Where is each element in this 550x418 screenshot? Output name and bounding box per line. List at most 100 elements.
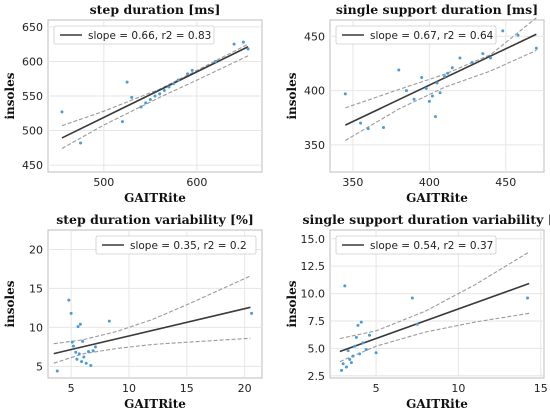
data-point	[470, 60, 474, 64]
x-tick-label: 350	[342, 176, 363, 189]
x-tick-label: 600	[186, 176, 207, 189]
data-point	[450, 66, 454, 70]
data-point	[107, 319, 111, 323]
x-axis-label: GAITRite	[124, 397, 186, 411]
y-tick-label: 400	[304, 85, 325, 98]
y-tick-label: 350	[304, 139, 325, 152]
regression-line	[53, 306, 251, 355]
data-point	[343, 92, 347, 96]
data-point	[501, 29, 505, 33]
data-point	[176, 78, 180, 82]
y-tick-label: 2.5	[308, 370, 326, 383]
y-tick-label: 500	[22, 125, 43, 138]
data-point	[89, 364, 93, 368]
ci-upper-line	[345, 17, 537, 109]
data-point	[75, 357, 79, 361]
y-tick-label: 450	[304, 30, 325, 43]
y-axis-label: insoles	[3, 72, 17, 119]
data-point	[84, 361, 88, 365]
data-point	[361, 341, 365, 345]
y-tick-label: 20	[29, 243, 43, 256]
y-tick-label: 15	[29, 282, 43, 295]
data-point	[481, 52, 485, 56]
data-point	[382, 125, 385, 129]
x-tick-label: 5	[68, 382, 75, 395]
data-point	[250, 311, 254, 315]
data-point	[435, 81, 439, 85]
data-point	[433, 115, 437, 119]
ci-upper-line	[53, 275, 251, 345]
x-tick-label: 10	[122, 382, 136, 395]
data-point	[534, 46, 538, 50]
data-point	[148, 97, 152, 101]
y-tick-label: 600	[22, 55, 43, 68]
chart-title: step duration variability [%]	[56, 212, 254, 227]
ci-lower-line	[61, 55, 249, 149]
legend-entry: slope = 0.67, r2 = 0.64	[370, 30, 494, 42]
data-point	[74, 350, 78, 354]
regression-line	[61, 46, 249, 139]
chart-title: step duration [ms]	[90, 2, 221, 17]
data-point	[359, 320, 363, 324]
chart-panel-4: 5 10 15 2.5 5.0 7.5 10.0 12.5 15.0 slope = 0.54, …	[285, 212, 550, 411]
ci-upper-line	[61, 43, 249, 127]
data-point	[76, 325, 80, 329]
regression-line	[339, 282, 530, 353]
data-point	[412, 97, 416, 101]
x-tick-label: 450	[495, 176, 516, 189]
data-point	[366, 127, 370, 131]
data-point	[186, 72, 190, 76]
data-point	[354, 335, 358, 339]
y-tick-label: 450	[22, 159, 43, 172]
data-point	[213, 59, 217, 63]
x-axis-label: GAITRite	[406, 397, 468, 411]
data-point	[82, 355, 86, 359]
data-point	[359, 121, 363, 125]
data-point	[79, 141, 83, 145]
data-point	[344, 365, 348, 369]
data-point	[374, 351, 378, 355]
ci-lower-line	[53, 337, 251, 364]
data-point	[341, 362, 345, 366]
chart-title: single support duration variability [%]	[302, 212, 550, 227]
y-tick-label: 5.0	[308, 342, 326, 355]
data-point	[67, 298, 71, 302]
legend-entry: slope = 0.66, r2 = 0.83	[88, 30, 211, 42]
ci-lower-line	[339, 312, 530, 363]
data-point	[489, 56, 492, 60]
data-point	[162, 88, 166, 92]
data-point	[458, 56, 462, 60]
data-point	[69, 311, 73, 315]
data-point	[368, 333, 372, 337]
data-point	[364, 347, 368, 351]
legend-entry: slope = 0.35, r2 = 0.2	[130, 240, 247, 252]
data-point	[415, 322, 419, 326]
data-point	[232, 42, 236, 46]
data-point	[153, 94, 157, 98]
data-point	[60, 110, 64, 114]
x-axis-label: GAITRite	[406, 191, 468, 205]
data-point	[340, 368, 344, 372]
data-point	[120, 120, 124, 124]
y-axis-label: insoles	[3, 280, 17, 327]
x-tick-label: 20	[238, 382, 252, 395]
data-point	[430, 94, 434, 98]
data-point	[443, 74, 447, 78]
y-tick-label: 10	[29, 321, 43, 334]
data-point	[424, 86, 428, 90]
regression-line	[344, 33, 537, 126]
x-axis-label: GAITRite	[124, 191, 186, 205]
chart-panel-1: 500 600 450 500 550 600 650 slope = 0.66, r2 = …	[3, 2, 263, 205]
data-point	[190, 68, 194, 72]
data-point	[93, 345, 97, 349]
data-point	[81, 339, 85, 343]
data-point	[241, 40, 245, 44]
data-point	[526, 296, 530, 300]
chart-title: single support duration [ms]	[336, 2, 538, 17]
chart-panel-3: 5 10 15 20 5 10 15 20 slope = 0.35, r2 = 0.2 step…	[3, 212, 263, 411]
x-tick-label: 15	[180, 382, 194, 395]
legend-box	[95, 235, 257, 255]
data-point	[346, 349, 350, 353]
data-point	[55, 369, 59, 373]
